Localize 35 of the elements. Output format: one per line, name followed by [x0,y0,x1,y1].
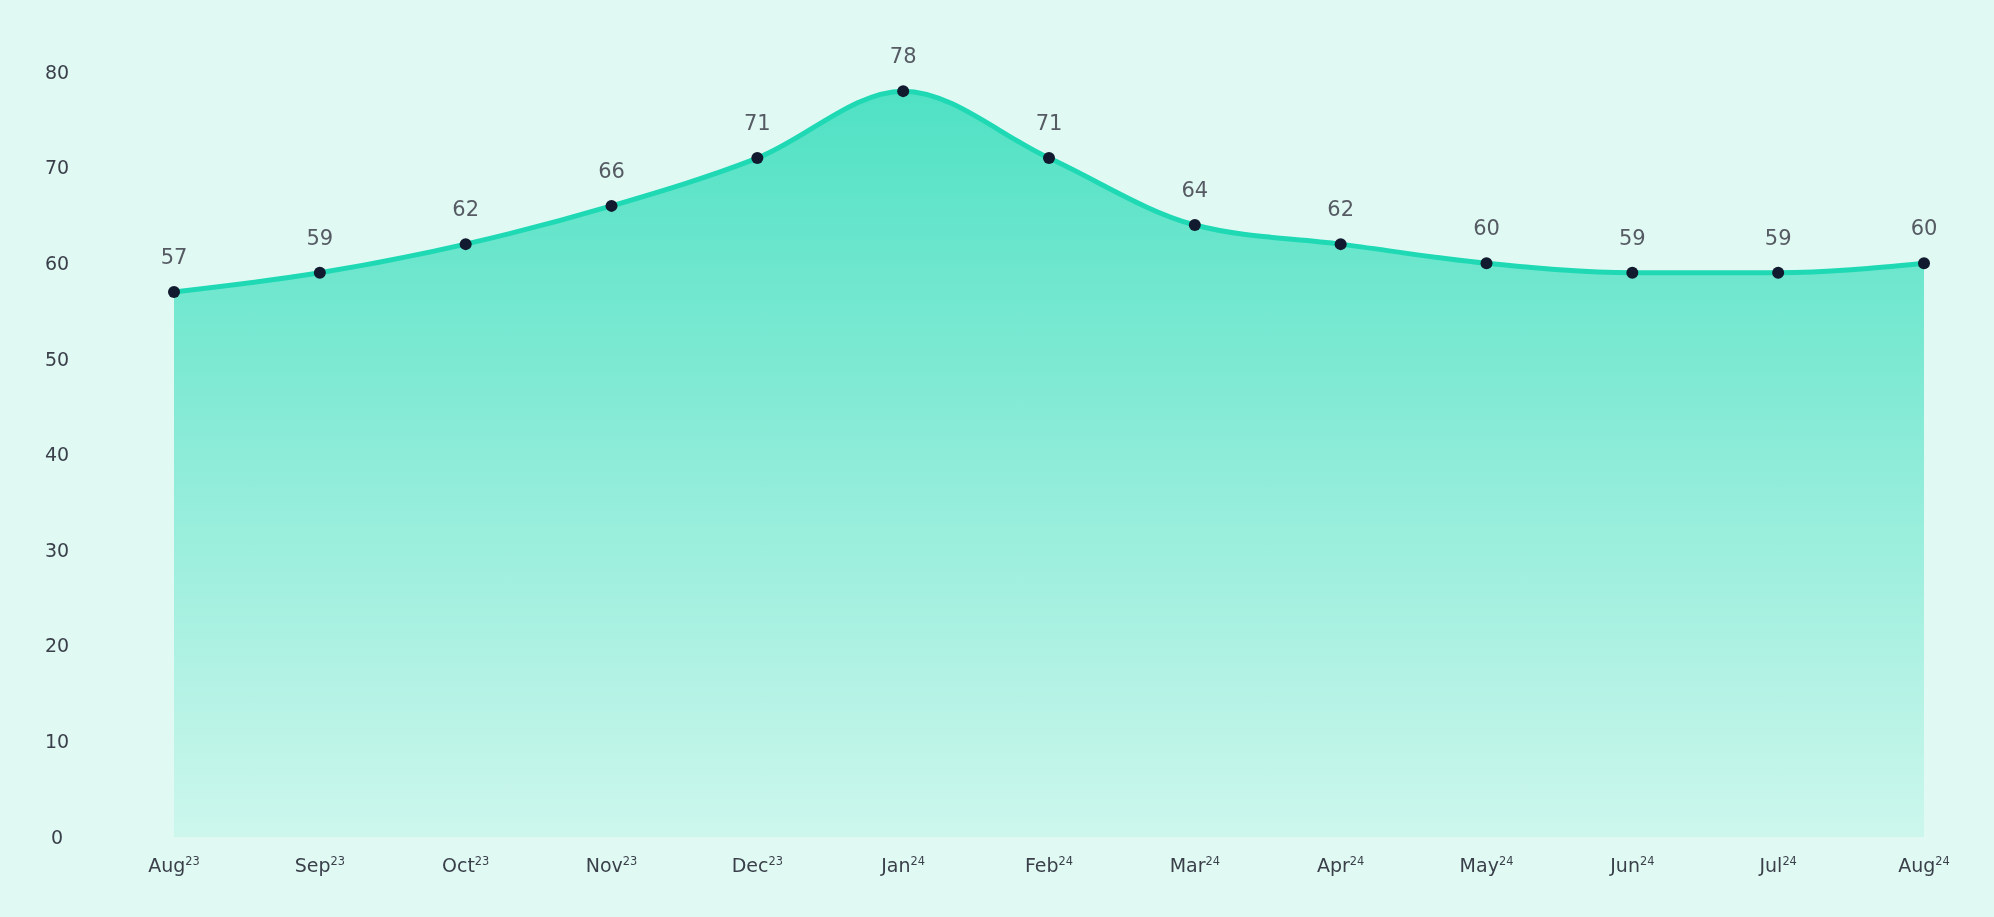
data-label: 60 [1910,216,1938,241]
x-tick-label: Apr$^{24}$ [1316,854,1365,876]
data-label: 71 [743,111,771,136]
data-label: 59 [1618,225,1646,250]
data-label: 78 [889,44,917,69]
y-tick-label: 80 [44,60,70,83]
y-tick-label: 0 [50,825,64,848]
y-tick-label: 40 [44,443,70,466]
x-tick-label: Dec$^{23}$ [731,854,783,876]
x-tick-label: Jun$^{24}$ [1609,854,1655,876]
x-tick-label: Sep$^{23}$ [294,854,345,876]
x-tick-label: Aug$^{23}$ [148,854,200,876]
x-tick-label: Mar$^{24}$ [1169,854,1221,876]
y-tick-label: 10 [44,730,70,753]
x-tick-label: Aug$^{24}$ [1898,854,1950,876]
data-label: 62 [452,197,480,222]
y-tick-label: 70 [44,156,70,179]
y-tick-label: 60 [44,251,70,274]
data-label: 60 [1473,216,1500,241]
data-label: 57 [160,244,188,269]
x-tick-label: Feb$^{24}$ [1024,854,1074,876]
y-tick-label: 50 [44,347,70,370]
data-label: 64 [1181,178,1209,202]
data-label: 59 [1764,225,1792,250]
x-tick-label: Jul$^{24}$ [1758,854,1797,876]
x-tick-label: Nov$^{23}$ [585,854,638,876]
data-label: 59 [306,225,334,250]
y-tick-label: 20 [44,634,70,657]
x-tick-label: Jan$^{24}$ [880,854,926,876]
data-label: 66 [598,158,625,183]
x-tick-label: May$^{24}$ [1459,854,1514,876]
data-label: 62 [1327,197,1355,222]
x-tick-label: Oct$^{23}$ [441,854,490,876]
y-tick-label: 30 [44,538,70,561]
data-label: 71 [1035,111,1063,136]
